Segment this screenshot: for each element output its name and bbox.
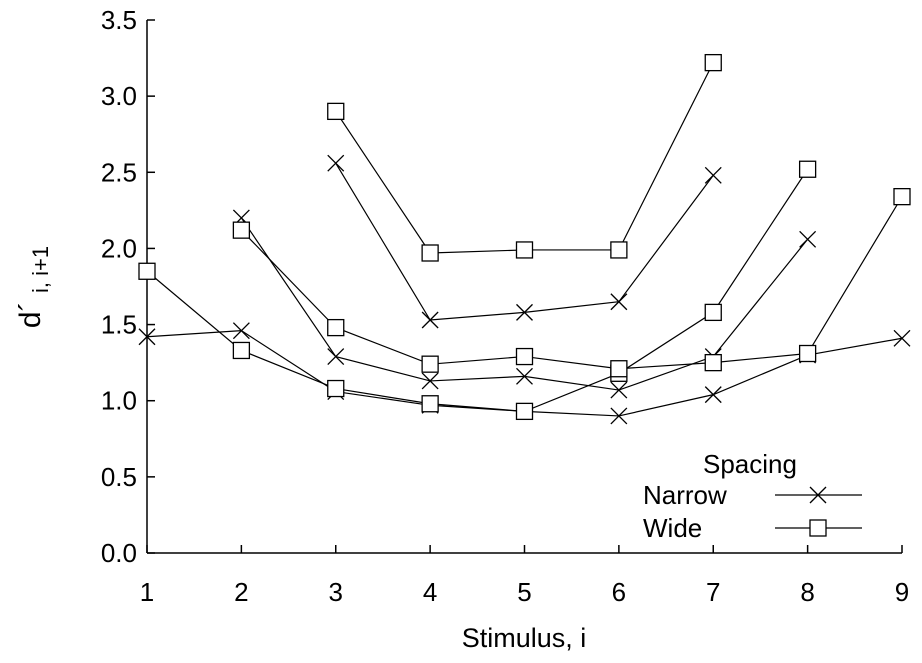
x-tick-label: 9	[895, 577, 909, 607]
data-point-square	[327, 318, 345, 337]
series-narrow-3	[327, 154, 722, 329]
legend-marker-wide	[809, 519, 827, 537]
x-tick-label: 8	[800, 577, 814, 607]
data-point-x	[799, 230, 817, 248]
data-point-square	[798, 344, 817, 363]
data-point-x	[893, 329, 911, 347]
legend-title: Spacing	[703, 449, 797, 479]
data-point-x	[610, 381, 628, 399]
legend: Spacing Narrow Wide	[643, 449, 862, 543]
y-tick-label: 2.5	[101, 157, 137, 187]
x-tick-label: 7	[706, 577, 720, 607]
data-point-x	[704, 166, 722, 184]
x-tick-label: 1	[140, 577, 154, 607]
y-tick-label: 3.0	[101, 81, 137, 111]
data-point-square	[232, 221, 251, 239]
y-axis-title: d´ i, i+1	[14, 246, 53, 328]
data-point-square	[515, 241, 534, 259]
data-point-square	[893, 188, 911, 206]
data-point-square	[421, 355, 439, 373]
series-line	[146, 168, 809, 412]
data-point-square	[421, 395, 439, 413]
y-tick-label: 1.5	[101, 310, 137, 340]
series-line	[335, 62, 714, 254]
data-point-x	[232, 322, 250, 340]
data-point-x	[421, 311, 439, 329]
legend-marker-narrow	[809, 486, 827, 504]
data-point-x	[327, 348, 345, 366]
data-point-x	[516, 367, 533, 385]
data-point-square	[515, 402, 534, 421]
data-point-square	[704, 353, 722, 372]
series-wide-6	[327, 53, 722, 262]
x-tick-label: 4	[423, 577, 437, 607]
data-point-x	[327, 154, 345, 172]
data-point-square	[610, 360, 628, 378]
legend-label-wide: Wide	[643, 513, 702, 543]
data-point-x	[610, 407, 628, 425]
x-tick-label: 5	[517, 577, 531, 607]
series-wide-5	[232, 188, 911, 378]
x-axis-title: Stimulus, i	[462, 623, 587, 653]
data-point-square	[138, 262, 156, 280]
data-point-square	[704, 53, 722, 72]
x-tick-label: 2	[234, 577, 248, 607]
y-tick-label: 1.0	[101, 386, 137, 416]
series-line	[240, 196, 903, 370]
legend-label-narrow: Narrow	[643, 480, 727, 510]
data-point-x	[610, 293, 628, 311]
data-point-x	[138, 328, 156, 346]
series-narrow-2	[232, 209, 817, 399]
y-axis-title-subscript: i, i+1	[28, 246, 53, 293]
y-ticks: 0.0 0.5 1.0 1.5 2.0 2.5 3.0 3.5	[101, 5, 155, 568]
svg-text:d´ i, i+1: d´ i, i+1	[14, 246, 53, 328]
data-point-square	[515, 347, 534, 366]
data-point-square	[610, 241, 628, 259]
data-point-x	[516, 303, 533, 321]
series-wide-4	[138, 160, 817, 421]
x-tick-label: 3	[329, 577, 343, 607]
data-point-x	[421, 372, 439, 390]
data-point-square	[704, 303, 722, 322]
series-group	[138, 53, 911, 425]
x-ticks: 1 2 3 4 5 6 7 8 9	[140, 545, 909, 607]
data-point-x	[704, 386, 722, 404]
y-axis-title-main: d´	[14, 301, 47, 328]
data-point-square	[232, 341, 251, 360]
y-tick-label: 0.0	[101, 538, 137, 568]
y-tick-label: 3.5	[101, 5, 137, 35]
data-point-square	[421, 244, 439, 262]
data-point-square	[327, 379, 345, 398]
data-point-square	[327, 102, 345, 121]
y-tick-label: 2.0	[101, 233, 137, 263]
x-tick-label: 6	[612, 577, 626, 607]
data-point-square	[798, 160, 817, 178]
y-tick-label: 0.5	[101, 462, 137, 492]
